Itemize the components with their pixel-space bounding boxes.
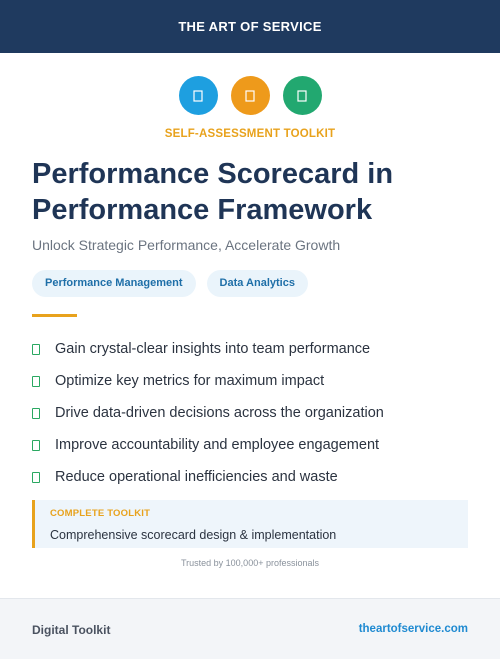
accent-divider [32,314,77,317]
check-icon [32,439,40,451]
header-bar: THE ART OF SERVICE [0,0,500,53]
benefit-text: Improve accountability and employee enga… [55,437,380,453]
subtitle: Unlock Strategic Performance, Accelerate… [32,237,341,253]
footer-bar: Digital Toolkit theartofservice.com [0,598,500,659]
benefit-text: Reduce operational inefficiencies and wa… [55,469,338,485]
document-icon [230,76,270,115]
trusted-note: Trusted by 100,000+ professionals [180,558,319,568]
check-icon [32,407,40,419]
brand-title: THE ART OF SERVICE [178,19,322,34]
website-link[interactable]: theartofservice.com [358,623,468,635]
callout-text: Comprehensive scorecard design & impleme… [50,528,337,542]
benefit-item: Drive data-driven decisions across the o… [32,397,472,429]
benefit-item: Gain crystal-clear insights into team pe… [32,333,472,365]
benefit-item: Reduce operational inefficiencies and wa… [32,461,472,493]
check-icon [32,343,40,355]
icon-row [0,76,500,115]
benefit-list: Gain crystal-clear insights into team pe… [32,333,472,493]
toolkit-callout: COMPLETE TOOLKIT Comprehensive scorecard… [32,500,468,548]
benefit-text: Optimize key metrics for maximum impact [55,373,325,389]
callout-label: COMPLETE TOOLKIT [50,508,151,519]
tag-list: Performance Management Data Analytics [32,270,308,297]
check-icon [32,471,40,483]
footer-label: Digital Toolkit [32,623,111,637]
document-icon [282,76,322,115]
tag-data-analytics[interactable]: Data Analytics [206,270,308,297]
benefit-item: Optimize key metrics for maximum impact [32,365,472,397]
check-icon [32,375,40,387]
toolkit-kicker: SELF-ASSESSMENT TOOLKIT [164,128,336,140]
benefit-text: Drive data-driven decisions across the o… [55,405,384,421]
page-title: Performance Scorecard in Performance Fra… [32,158,394,226]
benefit-item: Improve accountability and employee enga… [32,429,472,461]
document-icon [178,76,218,115]
tag-performance-management[interactable]: Performance Management [32,270,196,297]
benefit-text: Gain crystal-clear insights into team pe… [55,341,371,357]
